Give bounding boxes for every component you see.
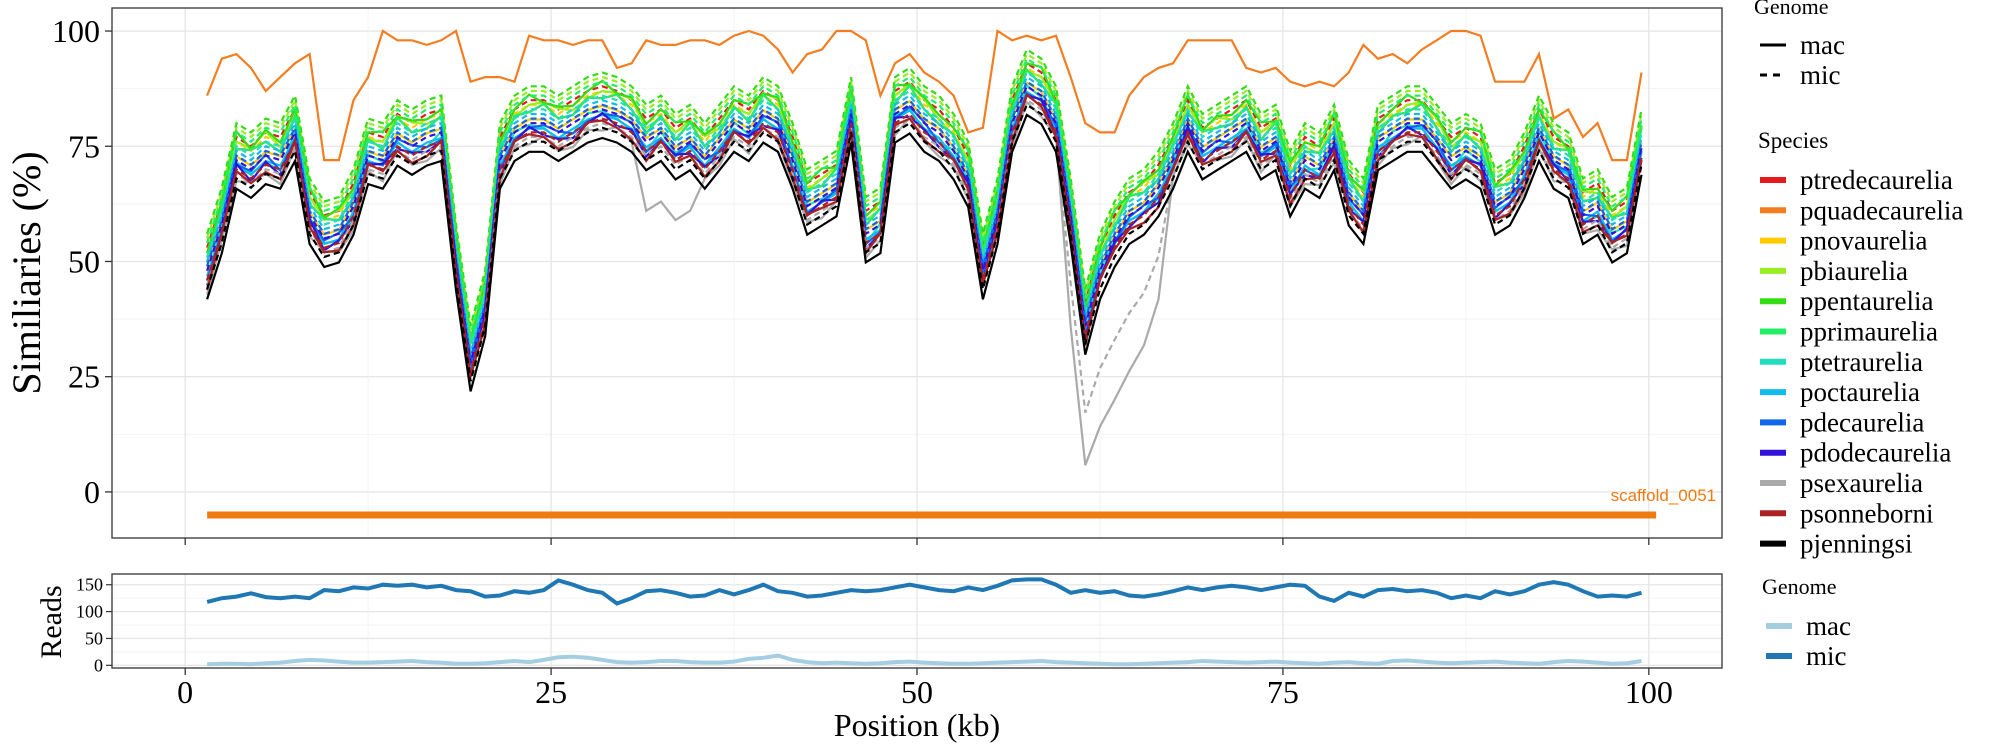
species-legend-label-pjenningsi: pjenningsi — [1800, 529, 1913, 559]
scaffold-bar: scaffold_0051 — [207, 486, 1717, 519]
reads-y-tick-label: 0 — [94, 655, 103, 675]
line-pjenningsi-mic — [206, 103, 1643, 382]
line-psonneborni-mac — [206, 92, 1643, 377]
species-legend-label-pquadecaurelia: pquadecaurelia — [1800, 195, 1963, 225]
similarity-y-axis-label: Similiaries (%) — [4, 151, 49, 394]
reads-x-tick-label: 50 — [901, 674, 933, 710]
reads-y-tick-label: 100 — [76, 602, 103, 622]
species-legend-label-psonneborni: psonneborni — [1800, 498, 1933, 528]
reads-x-tick-label: 100 — [1625, 674, 1673, 710]
species-legend-title: Species — [1758, 128, 1828, 153]
reads-x-ticks: 0 25 50 75 100 — [177, 668, 1673, 710]
species-legend-label-pnovaurelia: pnovaurelia — [1800, 226, 1927, 256]
reads-panel: 0 50 100 150 0 25 50 75 100 Reads Position (kb) — [35, 573, 1723, 743]
reads-line-mic — [206, 577, 1643, 606]
reads-x-axis-label: Position (kb) — [834, 707, 1000, 743]
similarity-y-tick-label: 50 — [68, 243, 100, 279]
species-legend-label-ptredecaurelia: ptredecaurelia — [1800, 165, 1953, 195]
reads-x-tick-label: 0 — [177, 674, 193, 710]
species-legend: Species ptredecaureliapquadecaureliapnova… — [1758, 128, 1963, 559]
reads-x-tick-label: 75 — [1267, 674, 1299, 710]
species-legend-label-psexaurelia: psexaurelia — [1800, 468, 1923, 498]
similarity-panel: scaffold_0051 0 25 50 75 100 Similiaries (%) — [4, 7, 1723, 545]
line-pjenningsi-mac — [206, 113, 1643, 392]
genome-legend-label-mac: mac — [1800, 30, 1845, 60]
scaffold-label: scaffold_0051 — [1611, 486, 1717, 505]
reads-y-tick-label: 150 — [76, 575, 103, 595]
reads-y-ticks: 0 50 100 150 — [76, 575, 112, 675]
similarity-y-tick-label: 0 — [84, 474, 100, 510]
species-legend-label-pprimaurelia: pprimaurelia — [1800, 317, 1938, 347]
similarity-y-ticks: 0 25 50 75 100 — [52, 13, 112, 510]
similarity-x-ticks — [184, 538, 1650, 545]
similarity-lines — [206, 29, 1643, 466]
reads-line-mac — [207, 653, 1642, 667]
reads-x-tick-label: 25 — [535, 674, 567, 710]
genome-legend-bottom-title: Genome — [1762, 574, 1837, 599]
genome-legend-bottom-label-mic: mic — [1806, 641, 1847, 671]
reads-y-axis-label: Reads — [35, 585, 68, 658]
similarity-y-tick-label: 100 — [52, 13, 100, 49]
genome-legend-title: Genome — [1754, 0, 1829, 19]
species-legend-label-poctaurelia: poctaurelia — [1800, 377, 1920, 407]
reads-grid — [112, 574, 1722, 668]
species-legend-label-ppentaurelia: ppentaurelia — [1800, 286, 1933, 316]
line-ppentaurelia-mic — [206, 47, 1643, 327]
species-legend-label-pdodecaurelia: pdodecaurelia — [1800, 438, 1951, 468]
species-legend-label-pbiaurelia: pbiaurelia — [1800, 256, 1908, 286]
genome-legend-label-mic: mic — [1800, 60, 1841, 90]
genome-legend-bottom-label-mac: mac — [1806, 611, 1851, 641]
line-pquadecaurelia-mac — [206, 29, 1643, 162]
species-legend-label-pdecaurelia: pdecaurelia — [1800, 407, 1924, 437]
similarity-y-tick-label: 25 — [68, 359, 100, 395]
reads-lines — [206, 577, 1643, 667]
similarity-y-tick-label: 75 — [68, 128, 100, 164]
line-pprimaurelia-mic — [206, 57, 1643, 336]
reads-y-tick-label: 50 — [85, 628, 103, 648]
species-legend-label-ptetraurelia: ptetraurelia — [1800, 347, 1923, 377]
